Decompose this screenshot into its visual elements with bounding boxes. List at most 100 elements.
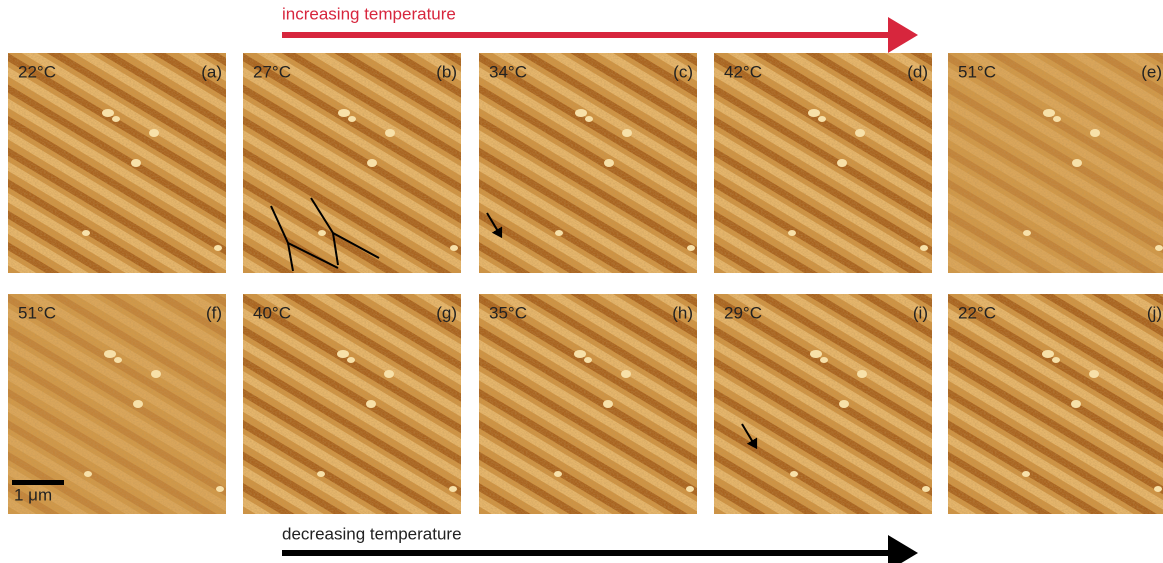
surface-particle [554,471,562,477]
top-caption: increasing temperature [282,4,456,23]
surface-particle [131,159,141,167]
surface-particle [604,159,614,167]
surface-particle [1154,486,1162,492]
surface-particle [318,230,326,236]
afm-noise [948,53,1163,273]
afm-panel: 42°C (d) [714,53,932,273]
temperature-label: 29°C [724,303,762,322]
panel-label: (d) [907,62,928,81]
surface-particle [857,370,867,378]
surface-particle [687,245,695,251]
surface-particle [450,245,458,251]
surface-particle [1155,245,1163,251]
surface-particle [922,486,930,492]
surface-particle [348,116,356,122]
surface-particle [1022,471,1030,477]
surface-particle [1023,230,1031,236]
temperature-label: 51°C [18,303,56,322]
surface-particle [102,109,114,117]
figure: increasing temperature decreasing temper… [0,0,1163,563]
surface-particle [584,357,592,363]
panel-label: (g) [436,303,457,322]
surface-particle [112,116,120,122]
afm-noise [948,294,1163,514]
surface-particle [1053,116,1061,122]
temperature-label: 22°C [18,62,56,81]
afm-panel: 40°C (g) [243,294,461,514]
surface-particle [449,486,457,492]
temperature-label: 42°C [724,62,762,81]
panel-label: (j) [1147,303,1162,322]
surface-particle [214,245,222,251]
afm-panel: 51°C (f) 1 μm [8,294,226,514]
panel-label: (i) [913,303,928,322]
panel-label: (a) [201,62,222,81]
surface-particle [575,109,587,117]
afm-panel: 51°C (e) [948,53,1163,273]
afm-panel: 35°C (h) [479,294,697,514]
surface-particle [585,116,593,122]
surface-particle [790,471,798,477]
temperature-label: 27°C [253,62,291,81]
surface-particle [621,370,631,378]
panel-label: (e) [1141,62,1162,81]
surface-particle [1072,159,1082,167]
temperature-label: 51°C [958,62,996,81]
surface-particle [133,400,143,408]
surface-particle [920,245,928,251]
surface-particle [837,159,847,167]
surface-particle [555,230,563,236]
surface-particle [104,350,116,358]
surface-particle [686,486,694,492]
temperature-label: 35°C [489,303,527,322]
surface-particle [347,357,355,363]
scale-bar-label: 1 μm [14,485,52,504]
surface-particle [385,129,395,137]
temperature-label: 22°C [958,303,996,322]
surface-particle [384,370,394,378]
afm-panel: 34°C(c) [479,53,697,273]
surface-particle [855,129,865,137]
surface-particle [1042,350,1054,358]
surface-particle [622,129,632,137]
panel-label: (h) [672,303,693,322]
surface-particle [317,471,325,477]
surface-particle [808,109,820,117]
afm-noise [479,53,697,273]
surface-particle [151,370,161,378]
temperature-label: 40°C [253,303,291,322]
surface-particle [367,159,377,167]
surface-particle [818,116,826,122]
afm-noise [479,294,697,514]
surface-particle [1089,370,1099,378]
afm-noise [243,294,461,514]
surface-particle [1071,400,1081,408]
surface-particle [1043,109,1055,117]
afm-panel: 27°C (b) [243,53,461,273]
afm-panel: 22°C (j) [948,294,1163,514]
surface-particle [84,471,92,477]
scale-bar [12,480,64,485]
temperature-label: 34°C [489,62,527,81]
surface-particle [366,400,376,408]
surface-particle [839,400,849,408]
surface-particle [574,350,586,358]
panel-label: (b) [436,62,457,81]
surface-particle [149,129,159,137]
afm-panel: 22°C (a) [8,53,226,273]
bottom-caption: decreasing temperature [282,524,462,543]
surface-particle [82,230,90,236]
afm-panel: 29°C (i) [714,294,932,514]
surface-particle [114,357,122,363]
surface-particle [810,350,822,358]
surface-particle [820,357,828,363]
afm-noise [8,53,226,273]
panel-label: (f) [206,303,222,322]
afm-noise [714,294,932,514]
surface-particle [788,230,796,236]
surface-particle [1090,129,1100,137]
surface-particle [337,350,349,358]
surface-particle [603,400,613,408]
afm-noise [714,53,932,273]
panels: 22°C (a) 27°C (b) 34°C(c) 42°C (d) 51°C (e) 51°C (… [8,53,1163,514]
